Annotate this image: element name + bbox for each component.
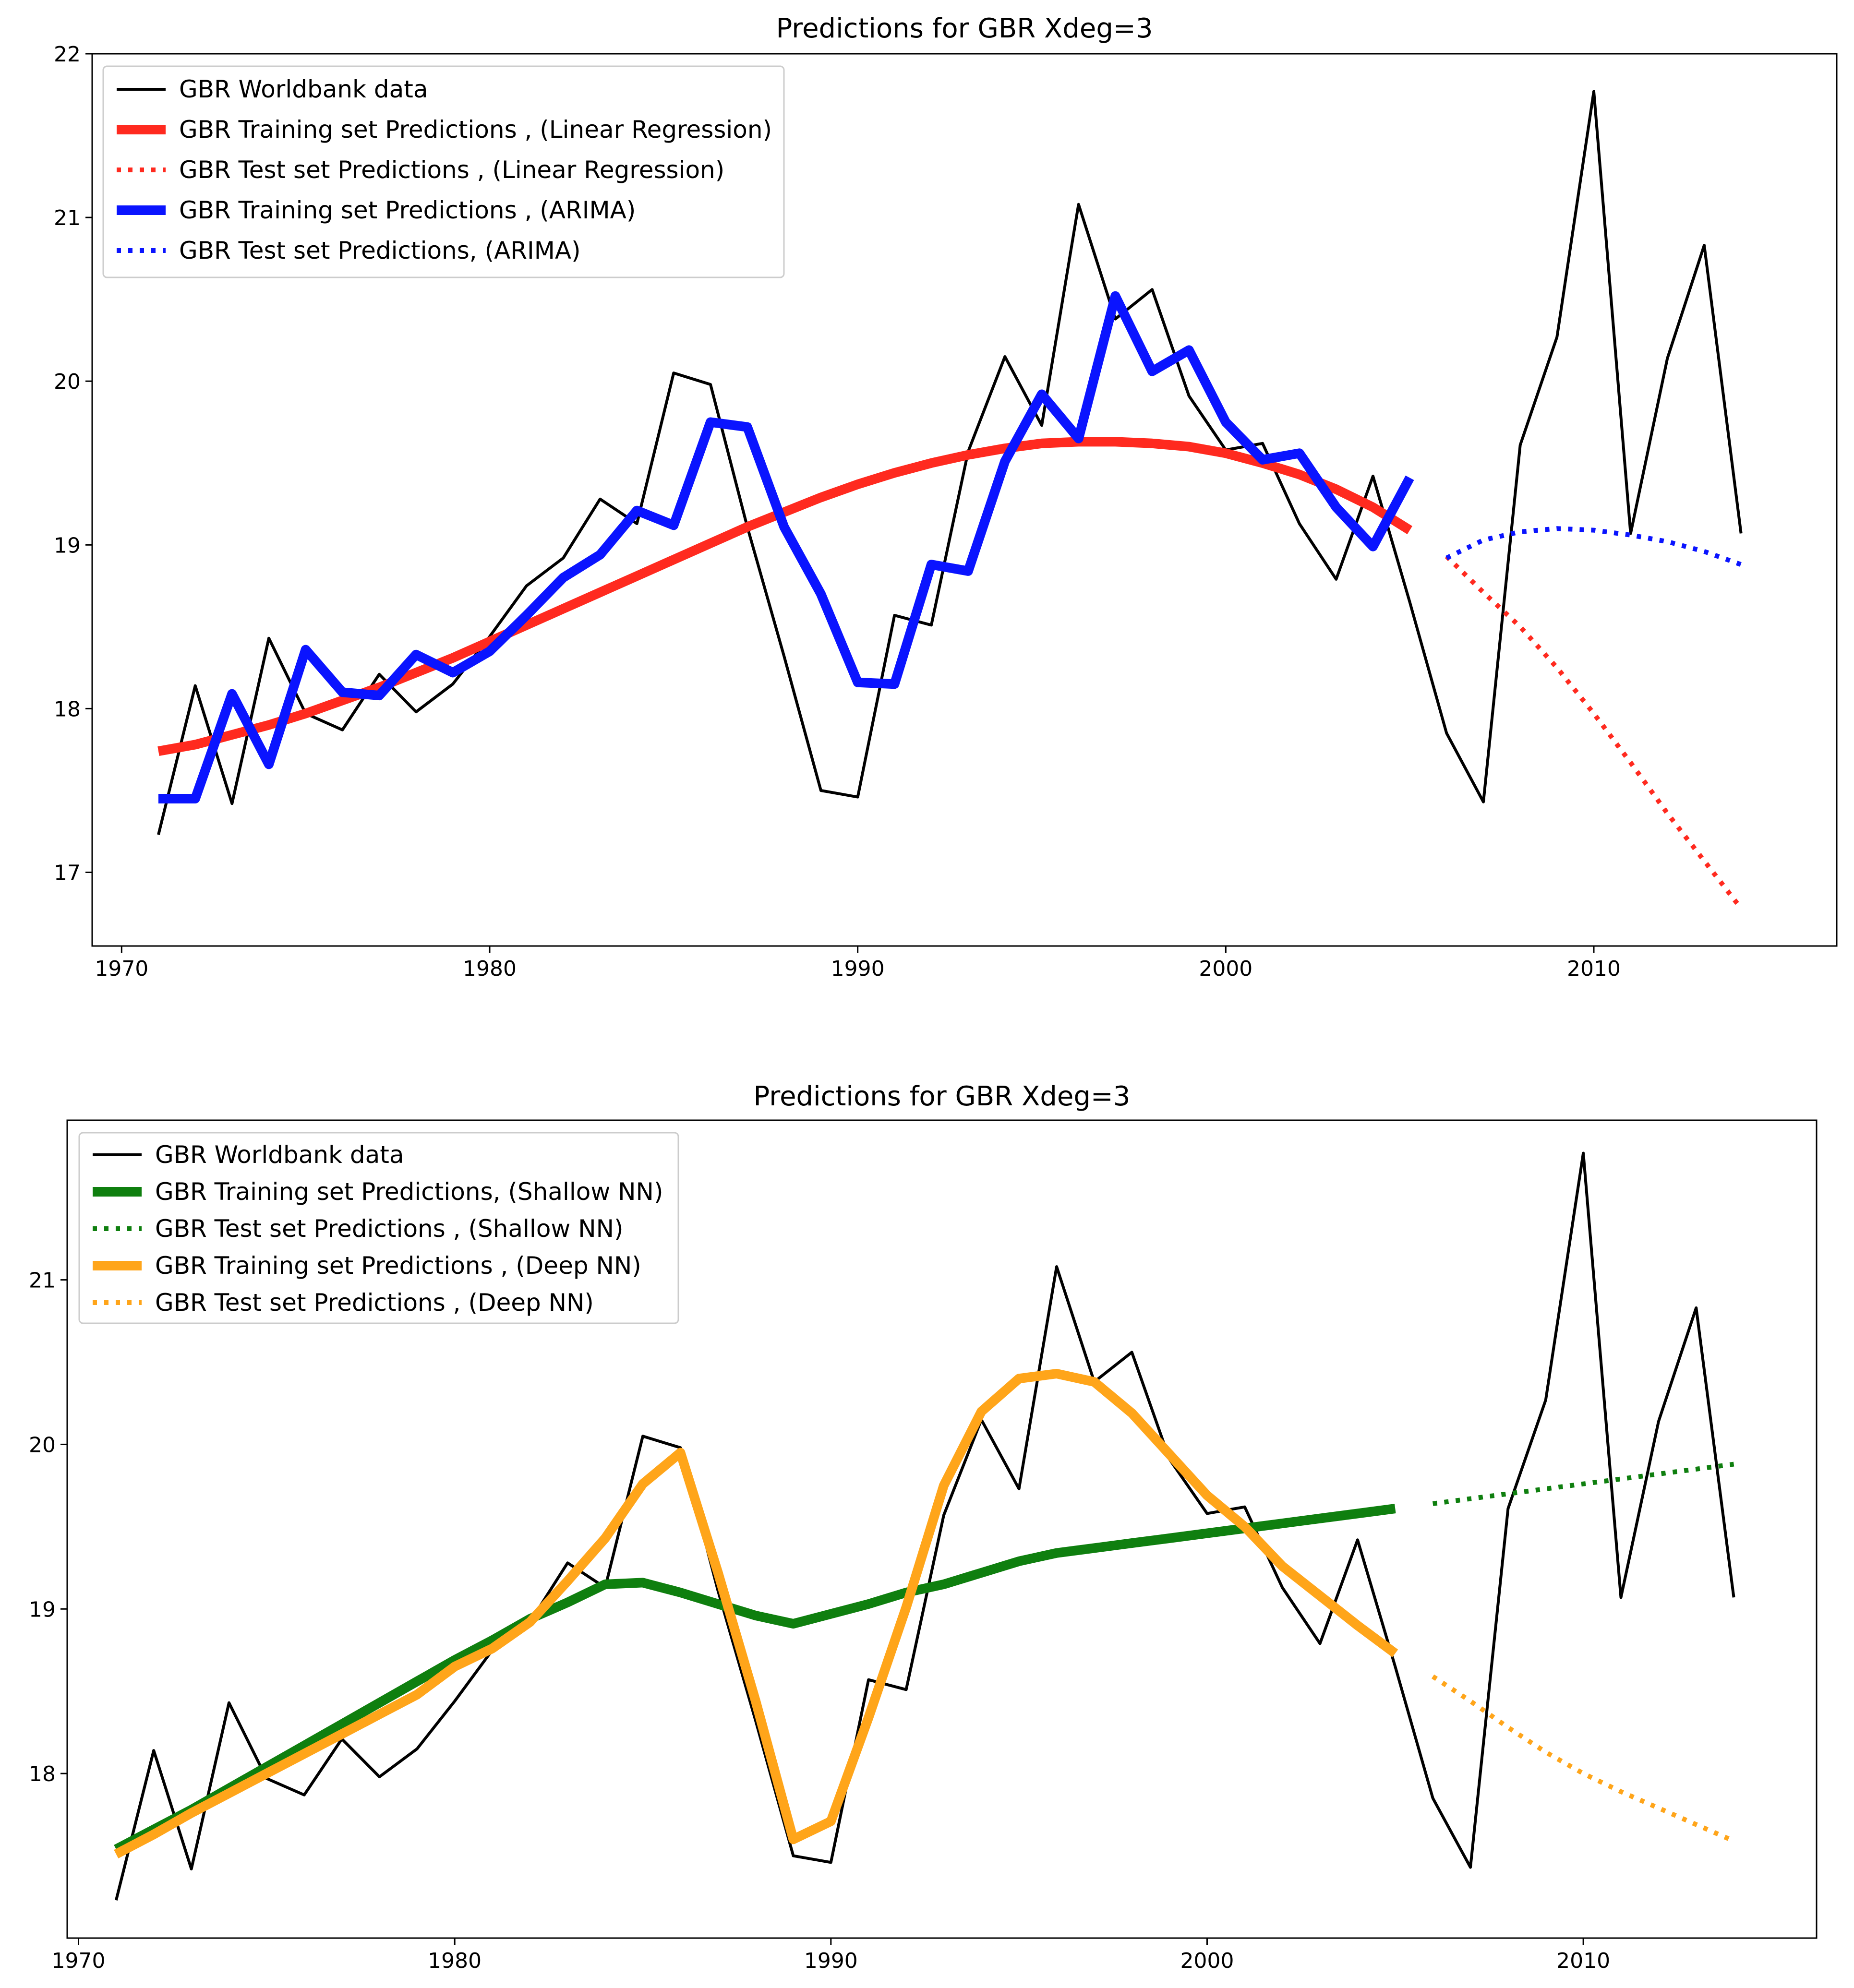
legend-label: GBR Training set Predictions , (Linear R…	[179, 116, 772, 144]
x-tick-label: 1970	[52, 1949, 106, 1973]
legend-label: GBR Test set Predictions , (Deep NN)	[155, 1289, 594, 1317]
x-tick-label: 1970	[95, 957, 148, 981]
series-group	[114, 1151, 1735, 1901]
axes-frame	[66, 1119, 1818, 1939]
series-line-gbr-test-set-predictions-deep-nn	[1431, 1674, 1735, 1844]
series-group	[157, 90, 1743, 910]
y-tick-label: 19	[29, 1597, 56, 1622]
x-tick-label: 2000	[1180, 1949, 1234, 1973]
series-line-gbr-test-set-predictions-shallow-nn	[1433, 1461, 1734, 1506]
legend-label: GBR Test set Predictions , (Shallow NN)	[155, 1215, 624, 1243]
axes-frame	[91, 53, 1838, 947]
x-tick-label: 1990	[831, 957, 885, 981]
x-tick-label: 2010	[1556, 1949, 1610, 1973]
legend-label: GBR Training set Predictions , (Deep NN)	[155, 1252, 641, 1280]
legend-box	[78, 1132, 679, 1324]
y-tick-label: 22	[54, 42, 81, 67]
legend: GBR Worldbank data GBR Training set Predi…	[78, 1132, 679, 1324]
y-tick-label: 18	[54, 697, 81, 721]
chart-title: Predictions for GBR Xdeg=3	[776, 13, 1153, 44]
series-line-gbr-training-set-predictions-linear-regression	[157, 437, 1412, 756]
y-tick-label: 21	[29, 1269, 56, 1293]
series-line-gbr-test-set-predictions-arima	[1445, 526, 1742, 567]
y-tick-label: 20	[29, 1433, 56, 1457]
x-tick-label: 1980	[463, 957, 517, 981]
legend-label: GBR Worldbank data	[155, 1141, 404, 1169]
legend-label: GBR Test set Predictions, (ARIMA)	[179, 237, 581, 264]
y-tick-label: 18	[29, 1762, 56, 1786]
series-line-gbr-training-set-predictions-arima	[158, 291, 1414, 803]
y-tick-label: 21	[54, 206, 81, 230]
y-tick-label: 17	[54, 861, 81, 886]
series-line-gbr-worldbank-data	[157, 90, 1743, 835]
series-line-gbr-training-set-predictions-shallow-nn	[114, 1504, 1396, 1854]
y-tick-label: 19	[54, 533, 81, 558]
x-tick-label: 1980	[428, 1949, 482, 1973]
x-tick-label: 1990	[804, 1949, 858, 1973]
chart-title: Predictions for GBR Xdeg=3	[754, 1081, 1131, 1112]
legend-label: GBR Worldbank data	[179, 75, 428, 103]
legend-label: GBR Training set Predictions , (ARIMA)	[179, 196, 636, 224]
legend-label: GBR Test set Predictions , (Linear Regre…	[179, 156, 724, 184]
chart-1: Predictions for GBR Xdeg=3 1970 1980 1990 20…	[54, 13, 1838, 981]
series-line-gbr-training-set-predictions-deep-nn	[114, 1369, 1398, 1858]
series-line-gbr-worldbank-data	[114, 1151, 1735, 1901]
y-tick-label: 20	[54, 370, 81, 394]
x-tick-label: 2000	[1199, 957, 1252, 981]
x-tick-label: 2010	[1567, 957, 1621, 981]
legend-box	[102, 65, 785, 278]
legend: GBR Worldbank data GBR Training set Predi…	[102, 65, 785, 278]
legend-label: GBR Training set Predictions, (Shallow N…	[155, 1178, 663, 1206]
chart-2: Predictions for GBR Xdeg=3 1970 1980 1990 20…	[29, 1081, 1818, 1973]
